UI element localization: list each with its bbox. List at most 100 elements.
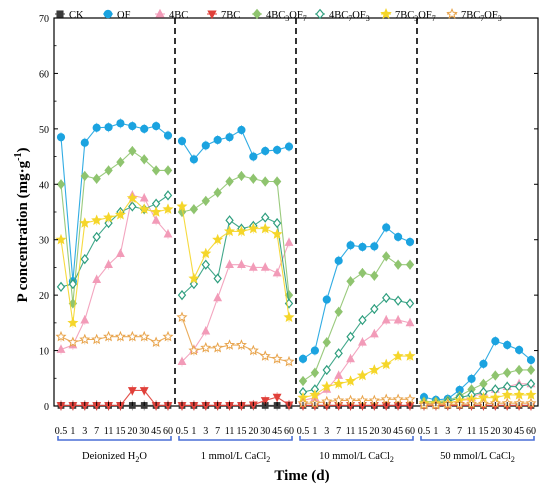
series-line: [302, 226, 411, 360]
data-point: [404, 350, 416, 361]
series-line: [424, 394, 531, 404]
x-tick-label: 0.5: [418, 426, 431, 437]
panel-bracket: [57, 436, 172, 441]
x-tick-label: 45: [272, 426, 282, 437]
data-point: [261, 212, 270, 223]
data-point: [346, 353, 355, 363]
data-point: [370, 270, 379, 281]
series-line: [60, 336, 169, 343]
data-point: [80, 170, 89, 182]
data-point: [116, 157, 125, 168]
data-point: [150, 336, 162, 347]
data-point: [188, 272, 200, 284]
data-point: [526, 378, 536, 389]
legend-marker: [446, 7, 458, 19]
data-point: [114, 208, 126, 220]
legend-label: 7BC7OF3: [461, 10, 502, 23]
data-point: [283, 311, 295, 322]
data-point: [405, 259, 415, 270]
legend-marker: [315, 8, 325, 20]
data-point: [92, 274, 102, 284]
x-tick-label: 45: [151, 426, 161, 437]
panel-bracket: [420, 436, 535, 441]
data-point: [225, 259, 234, 269]
data-point: [92, 123, 101, 132]
data-point: [213, 292, 223, 302]
legend-item: 4BC: [155, 8, 188, 21]
legend-item: OF: [103, 9, 131, 21]
data-point: [116, 119, 125, 128]
data-point: [526, 364, 536, 376]
data-point: [247, 344, 259, 356]
data-point: [224, 339, 236, 350]
data-point: [237, 259, 246, 269]
data-point: [128, 145, 137, 157]
series-line: [424, 369, 531, 403]
data-point: [283, 355, 295, 367]
data-point: [80, 254, 89, 265]
legend-label: 4BC: [169, 10, 188, 21]
data-point: [322, 364, 331, 376]
data-point: [370, 242, 379, 251]
data-point: [56, 179, 66, 190]
data-point: [224, 225, 236, 237]
data-point: [104, 165, 113, 176]
legend-item: 7BC: [207, 10, 240, 21]
data-point: [163, 190, 173, 201]
data-point: [260, 397, 270, 406]
series-line: [302, 355, 410, 399]
data-point: [392, 350, 404, 361]
legend-item: 4BC7OF3: [315, 8, 370, 23]
data-point: [68, 278, 78, 290]
x-tick-label: 20: [490, 426, 500, 437]
x-tick-label: 7: [336, 426, 341, 437]
data-point: [152, 121, 161, 131]
data-point: [200, 247, 212, 259]
data-point: [213, 187, 222, 198]
data-point: [126, 330, 138, 342]
legend-marker: [103, 9, 113, 19]
series-line: [302, 319, 411, 401]
data-point: [247, 222, 259, 234]
x-tick-label: 30: [139, 426, 149, 437]
legend-item: 4BC3OF7: [252, 8, 307, 23]
x-tick-label: 0.5: [297, 426, 310, 437]
legend-marker: [155, 8, 165, 18]
data-point: [334, 306, 343, 317]
series-line: [424, 402, 531, 406]
data-point: [201, 141, 210, 150]
panel-label: 1 mmol/L CaCl2: [201, 451, 271, 464]
data-point: [334, 256, 343, 265]
data-point: [298, 375, 308, 387]
x-tick-label: 0.5: [176, 426, 189, 437]
x-tick-label: 11: [104, 426, 114, 437]
data-point: [356, 369, 368, 381]
data-point: [333, 378, 345, 389]
series-line: [182, 396, 290, 406]
data-point: [188, 344, 200, 356]
x-tick-label: 45: [393, 426, 403, 437]
data-point: [91, 333, 103, 345]
data-point: [235, 339, 247, 350]
y-axis-title: P concentration (mg·g-1): [13, 148, 31, 303]
legend: CK OF 4BC 7BC 4BC3OF7 4BC7OF3 7BC3OF7 7BC7OF3: [55, 7, 502, 23]
data-point: [272, 176, 282, 187]
data-point: [404, 393, 416, 405]
data-point: [405, 317, 415, 327]
data-point: [189, 155, 198, 164]
x-tick-label: 11: [225, 426, 235, 437]
series-line: [181, 175, 290, 296]
data-point: [201, 259, 210, 270]
legend-item: 7BC3OF7: [380, 7, 436, 23]
x-tick-label: 7: [457, 426, 462, 437]
data-point: [261, 176, 270, 187]
x-tick-label: 7: [94, 426, 99, 437]
data-point: [92, 173, 101, 184]
data-point: [298, 354, 308, 363]
series-line: [424, 383, 532, 404]
y-tick-label: 20: [39, 291, 49, 302]
y-tick-label: 70: [39, 14, 49, 25]
data-point: [56, 133, 66, 142]
series-line: [303, 398, 410, 404]
data-point: [382, 251, 391, 262]
